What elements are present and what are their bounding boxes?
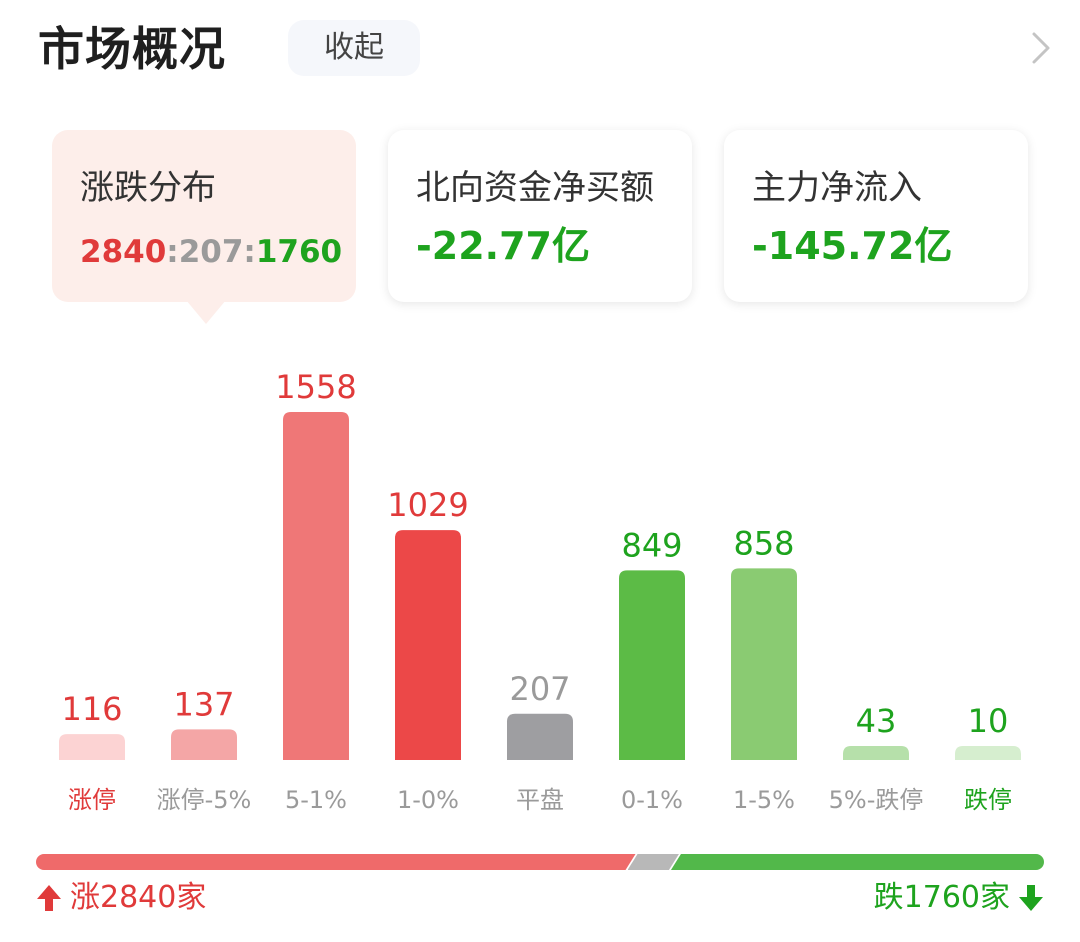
value-label-2: 1558: [275, 368, 356, 406]
rise-count-text: 涨2840家: [70, 880, 207, 915]
distribution-bar-chart: 116 涨停 137 涨停-5% 1558 5-1% 1029 1-0% 207 平盘 849 0-1…: [59, 368, 1021, 814]
card-main-net-inflow[interactable]: 主力净流入 -145.72亿: [724, 130, 1028, 302]
card-label: 主力净流入: [752, 168, 922, 208]
fall-segment: [670, 854, 1044, 870]
card-pointer: [186, 300, 226, 324]
category-label-5: 0-1%: [621, 786, 683, 814]
value-label-8: 10: [968, 702, 1009, 740]
fall-count-caption: 跌1760家: [874, 878, 1044, 918]
value-label-6: 858: [733, 524, 794, 562]
card-northbound-net-buy[interactable]: 北向资金净买额 -22.77亿: [388, 130, 692, 302]
rise-count-caption: 涨2840家: [36, 878, 206, 918]
main-inflow-value: -145.72亿: [752, 224, 953, 268]
fall-count-text: 跌1760家: [873, 880, 1010, 915]
arrow-down-icon: [1019, 885, 1043, 911]
card-label: 涨跌分布: [80, 168, 216, 208]
category-label-8: 跌停: [964, 786, 1012, 814]
value-label-4: 207: [509, 670, 570, 708]
bar-8: [955, 746, 1021, 760]
rise-flat-fall-ratio: 2840:207:1760: [80, 228, 342, 276]
collapse-button[interactable]: 收起: [288, 20, 420, 76]
bar-3: [395, 530, 461, 760]
value-label-7: 43: [856, 702, 897, 740]
category-label-6: 1-5%: [733, 786, 795, 814]
rise-segment: [36, 854, 636, 870]
bar-7: [843, 746, 909, 760]
ratio-down: 1760: [255, 234, 343, 270]
bar-6: [731, 568, 797, 760]
category-label-4: 平盘: [516, 786, 564, 814]
value-label-3: 1029: [387, 486, 468, 524]
bar-0: [59, 734, 125, 760]
category-label-7: 5%-跌停: [829, 786, 924, 814]
bar-4: [507, 713, 573, 760]
arrow-up-icon: [37, 885, 61, 911]
value-label-1: 137: [173, 685, 234, 723]
card-label: 北向资金净买额: [416, 168, 654, 208]
value-label-0: 116: [61, 690, 122, 728]
ratio-flat: 207: [178, 234, 244, 270]
ratio-up: 2840: [80, 234, 167, 270]
category-label-2: 5-1%: [285, 786, 347, 814]
ratio-sep: :: [243, 234, 256, 270]
chevron-right-icon[interactable]: [1024, 30, 1060, 66]
rise-fall-summary-bar: [36, 854, 1044, 870]
bar-1: [171, 729, 237, 760]
category-label-0: 涨停: [68, 786, 116, 814]
bar-2: [283, 412, 349, 760]
ratio-sep: :: [166, 234, 179, 270]
northbound-value: -22.77亿: [416, 224, 590, 268]
page-title: 市场概况: [38, 22, 226, 76]
flat-segment: [628, 854, 679, 870]
category-label-3: 1-0%: [397, 786, 459, 814]
card-rise-fall-distribution[interactable]: 涨跌分布 2840:207:1760: [52, 130, 356, 302]
bar-5: [619, 570, 685, 760]
value-label-5: 849: [621, 526, 682, 564]
category-label-1: 涨停-5%: [157, 786, 252, 814]
